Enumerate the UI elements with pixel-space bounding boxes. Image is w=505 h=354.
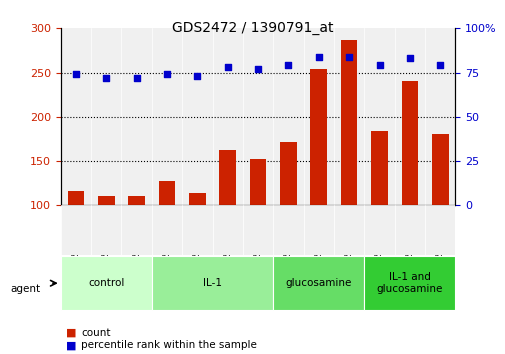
Bar bbox=[98, 195, 115, 205]
Text: GSM143138: GSM143138 bbox=[132, 207, 141, 262]
Text: GSM143129: GSM143129 bbox=[374, 207, 383, 262]
Point bbox=[102, 75, 110, 81]
Point bbox=[72, 72, 80, 77]
Text: ■: ■ bbox=[66, 340, 76, 350]
Point bbox=[405, 56, 413, 61]
FancyBboxPatch shape bbox=[61, 205, 91, 255]
Point bbox=[254, 66, 262, 72]
Point bbox=[163, 72, 171, 77]
Bar bbox=[340, 40, 357, 205]
Point bbox=[344, 54, 352, 59]
Text: ■: ■ bbox=[66, 328, 76, 338]
FancyBboxPatch shape bbox=[182, 205, 212, 255]
Point bbox=[132, 75, 140, 81]
FancyBboxPatch shape bbox=[152, 205, 182, 255]
FancyBboxPatch shape bbox=[61, 256, 152, 310]
Bar bbox=[128, 196, 145, 205]
Text: GSM143136: GSM143136 bbox=[71, 207, 80, 262]
Text: control: control bbox=[88, 278, 124, 288]
Text: glucosamine: glucosamine bbox=[285, 278, 351, 288]
Point bbox=[193, 73, 201, 79]
Point bbox=[435, 63, 443, 68]
Text: IL-1: IL-1 bbox=[203, 278, 222, 288]
Text: GSM143128: GSM143128 bbox=[344, 207, 353, 262]
Point bbox=[314, 54, 322, 59]
Bar bbox=[219, 149, 236, 205]
Bar bbox=[310, 69, 327, 205]
Text: IL-1 and
glucosamine: IL-1 and glucosamine bbox=[376, 272, 442, 294]
FancyBboxPatch shape bbox=[364, 205, 394, 255]
Text: agent: agent bbox=[10, 284, 40, 293]
Text: GDS2472 / 1390791_at: GDS2472 / 1390791_at bbox=[172, 21, 333, 35]
Bar bbox=[431, 133, 448, 205]
FancyBboxPatch shape bbox=[333, 205, 364, 255]
Text: GSM143127: GSM143127 bbox=[314, 207, 323, 262]
Text: GSM143132: GSM143132 bbox=[162, 207, 171, 262]
Text: GSM143126: GSM143126 bbox=[283, 207, 292, 262]
Bar bbox=[159, 181, 175, 205]
Text: GSM143137: GSM143137 bbox=[102, 207, 111, 262]
FancyBboxPatch shape bbox=[121, 205, 152, 255]
Text: GSM143130: GSM143130 bbox=[405, 207, 414, 262]
FancyBboxPatch shape bbox=[152, 256, 273, 310]
FancyBboxPatch shape bbox=[424, 205, 454, 255]
FancyBboxPatch shape bbox=[242, 205, 273, 255]
Bar bbox=[68, 191, 84, 205]
Bar bbox=[249, 159, 266, 205]
Bar bbox=[189, 193, 206, 205]
Bar bbox=[280, 143, 296, 205]
FancyBboxPatch shape bbox=[273, 256, 364, 310]
Text: percentile rank within the sample: percentile rank within the sample bbox=[81, 340, 257, 350]
FancyBboxPatch shape bbox=[212, 205, 242, 255]
FancyBboxPatch shape bbox=[394, 205, 424, 255]
Point bbox=[223, 64, 231, 70]
Text: GSM143134: GSM143134 bbox=[223, 207, 232, 262]
Bar bbox=[371, 131, 387, 205]
Bar bbox=[401, 81, 418, 205]
Text: GSM143131: GSM143131 bbox=[435, 207, 444, 262]
Point bbox=[284, 63, 292, 68]
FancyBboxPatch shape bbox=[91, 205, 121, 255]
FancyBboxPatch shape bbox=[273, 205, 303, 255]
Text: count: count bbox=[81, 328, 110, 338]
FancyBboxPatch shape bbox=[364, 256, 454, 310]
Point bbox=[375, 63, 383, 68]
Text: GSM143133: GSM143133 bbox=[192, 207, 201, 262]
FancyBboxPatch shape bbox=[303, 205, 333, 255]
Text: GSM143135: GSM143135 bbox=[253, 207, 262, 262]
